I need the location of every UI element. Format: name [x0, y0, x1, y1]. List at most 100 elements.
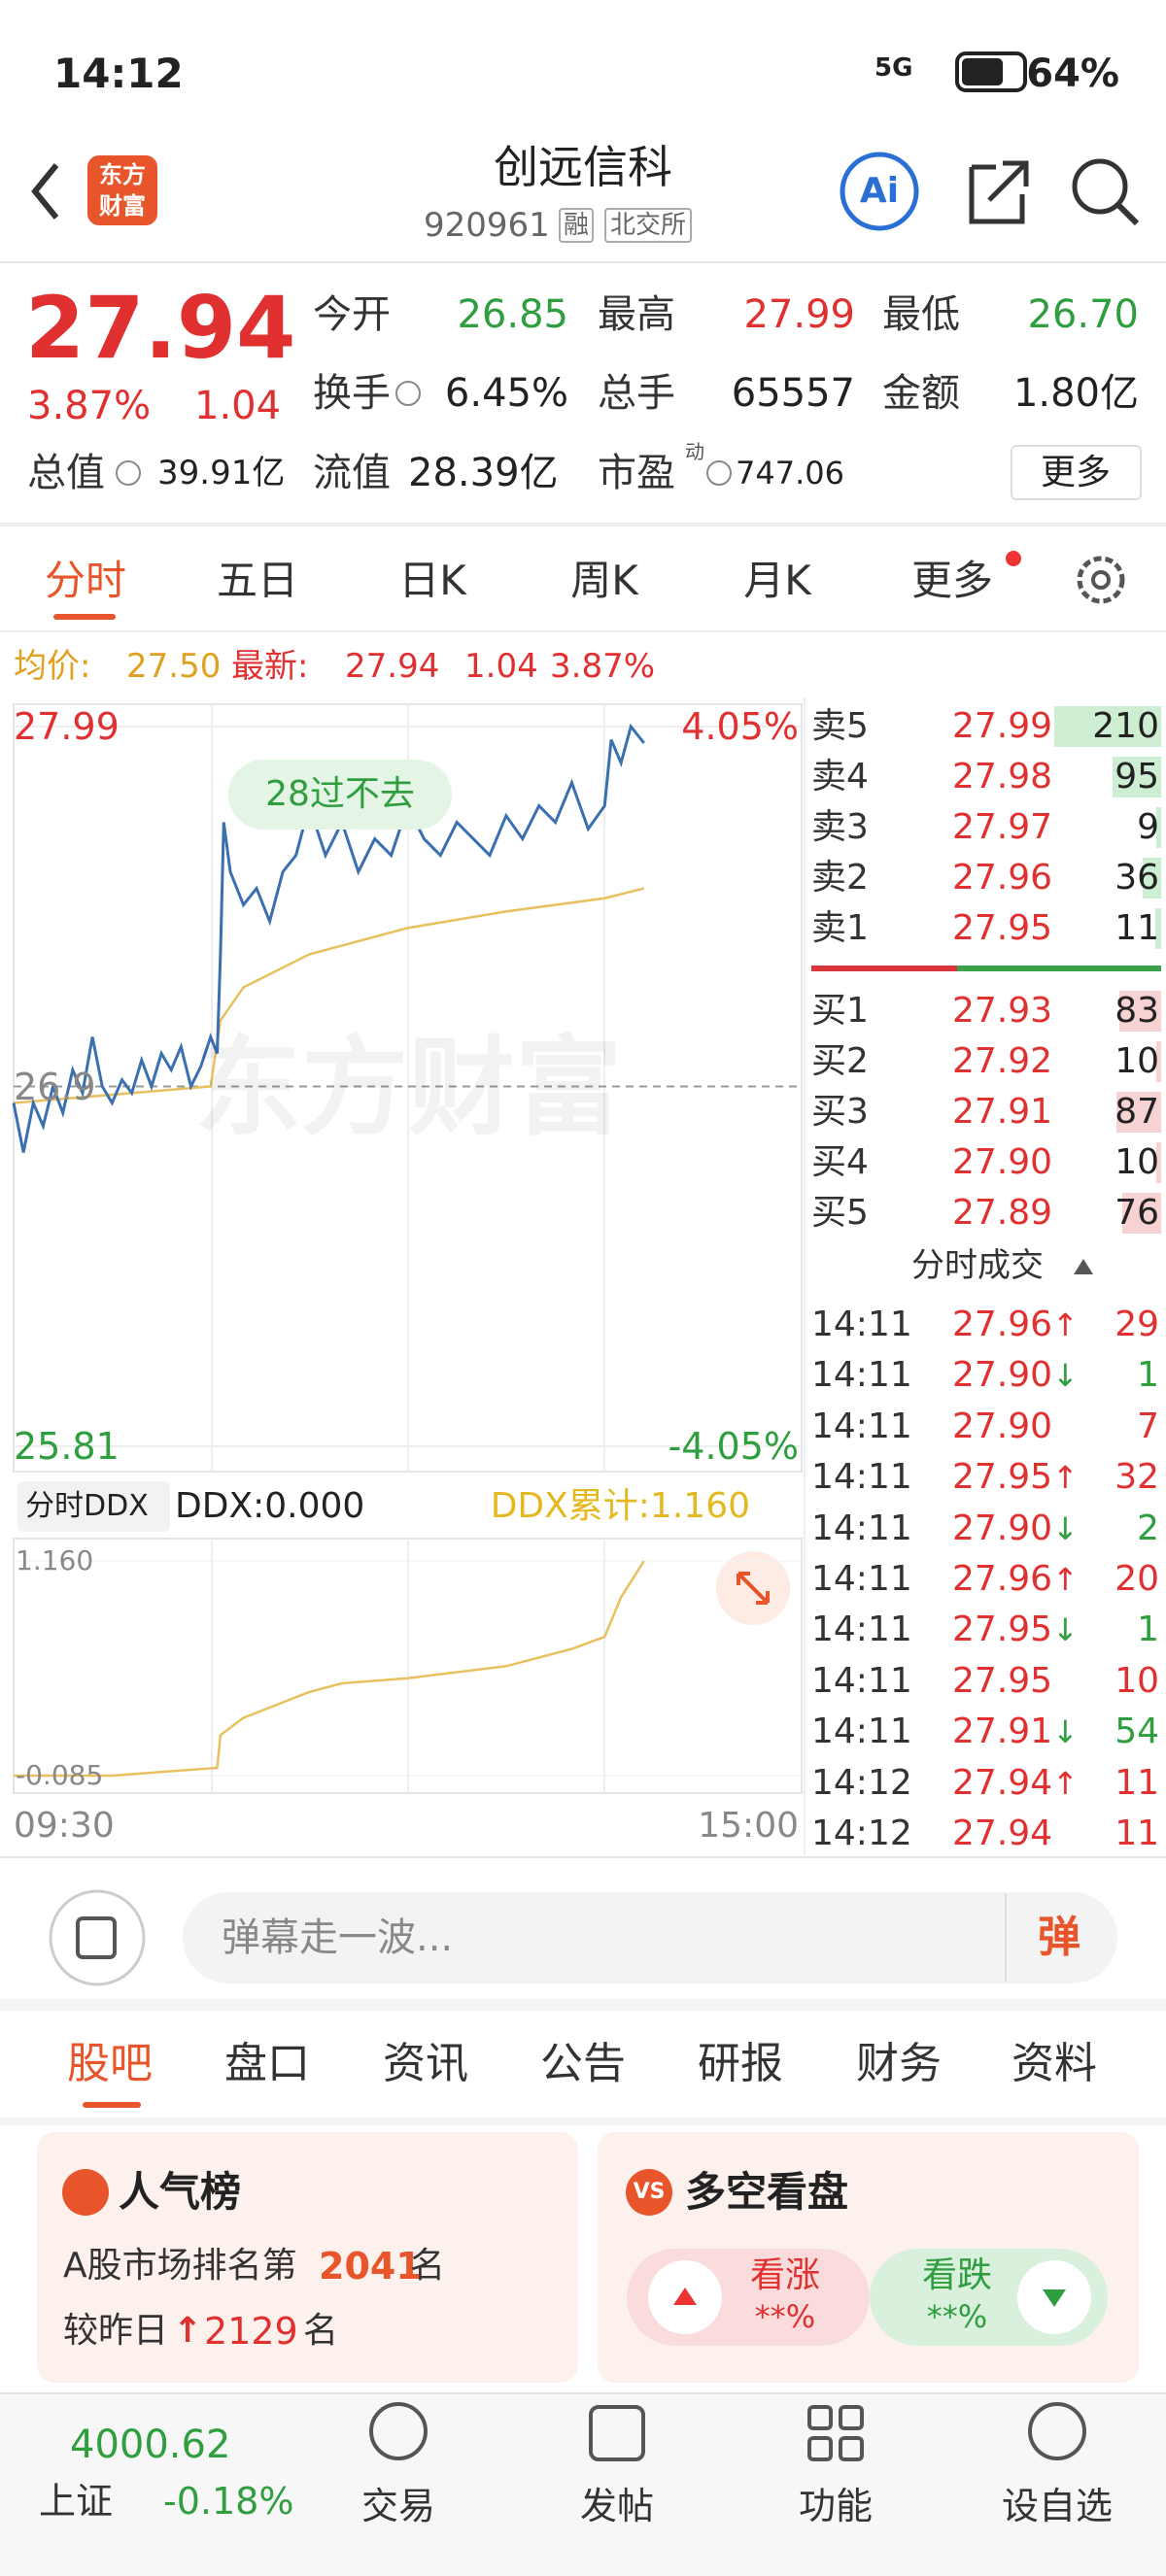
nav-item[interactable]: 交易	[360, 2485, 436, 2527]
card-rank: 2041	[319, 2245, 422, 2288]
field-label: 金额	[882, 371, 960, 416]
bull-label[interactable]: 看涨	[749, 2255, 821, 2295]
index-value[interactable]: 4000.62	[70, 2423, 231, 2467]
sub-tab[interactable]: 盘口	[224, 2039, 310, 2088]
field-label: 总值	[27, 451, 105, 495]
info-icon	[706, 460, 732, 486]
trade-volume: 10	[1115, 1660, 1159, 1701]
field-label: 流值	[313, 451, 391, 495]
trade-price: 27.96	[952, 1305, 1053, 1344]
bear-label[interactable]: 看跌	[921, 2255, 993, 2295]
tab[interactable]: 更多	[910, 557, 994, 604]
trade-time: 14:12	[811, 1762, 912, 1803]
ddx-selector[interactable]	[17, 1481, 170, 1532]
trade-arrow: ↑	[1052, 1764, 1079, 1802]
field-label: 最高	[598, 292, 675, 337]
function-icon	[807, 2436, 833, 2461]
trade-price: 27.95	[952, 1610, 1053, 1650]
settings-icon[interactable]	[1077, 556, 1125, 604]
comment-input[interactable]	[183, 1892, 1117, 1983]
pct-label: 4.05%	[681, 705, 799, 748]
sub-tab[interactable]: 财务	[856, 2039, 942, 2088]
trade-price: 27.90	[952, 1355, 1053, 1396]
book-label: 买1	[811, 991, 869, 1031]
watchlist-icon[interactable]	[1028, 2402, 1086, 2460]
share-icon[interactable]	[969, 160, 1029, 224]
last-price: 27.94	[25, 278, 296, 378]
tab-underline	[83, 2102, 141, 2108]
book-label: 卖1	[811, 908, 869, 948]
tab[interactable]: 月K	[743, 557, 811, 604]
comment-placeholder[interactable]: 弹幕走一波...	[222, 1915, 454, 1960]
trade-volume: 32	[1115, 1457, 1159, 1498]
logo-text: 东方	[99, 161, 146, 188]
book-label: 买2	[811, 1041, 869, 1081]
book-price: 27.99	[952, 706, 1053, 746]
tab[interactable]: 日K	[398, 557, 466, 604]
comment-icon[interactable]	[49, 1889, 146, 1986]
sub-tab[interactable]: 资讯	[383, 2039, 468, 2088]
field-value: 26.85	[457, 292, 568, 337]
ddx-selector-label[interactable]: 分时DDX	[25, 1489, 149, 1523]
book-volume: 11	[1115, 908, 1159, 948]
expand-icon	[737, 1572, 770, 1605]
status-battery: 64%	[1026, 51, 1119, 96]
sub-tab[interactable]: 公告	[540, 2039, 626, 2088]
down-triangle	[1043, 2289, 1066, 2307]
popularity-card[interactable]	[37, 2132, 578, 2383]
trade-volume: 11	[1115, 1813, 1159, 1853]
nav-item[interactable]: 设自选	[1001, 2485, 1114, 2527]
divider	[0, 1999, 1166, 2011]
settings-icon-center	[1091, 570, 1111, 590]
book-label: 买4	[811, 1142, 869, 1182]
trade-price: 27.90	[952, 1406, 1053, 1446]
book-price: 27.90	[952, 1142, 1053, 1182]
book-price: 27.91	[952, 1092, 1053, 1132]
divider	[0, 2118, 1166, 2125]
pct-value: 3.87%	[550, 647, 656, 686]
card-text: A股市场排名第	[63, 2246, 297, 2286]
function-icon	[839, 2405, 864, 2430]
field-label: 总手	[598, 371, 675, 416]
tab[interactable]: 周K	[570, 557, 638, 604]
nav-item[interactable]: 发帖	[579, 2485, 655, 2527]
card-arrow: ↑	[173, 2311, 203, 2351]
trade-time: 14:11	[811, 1660, 912, 1701]
trade-volume: 20	[1115, 1559, 1159, 1599]
tab[interactable]: 分时	[44, 557, 127, 604]
volume-bar	[1122, 1193, 1161, 1234]
ai-label[interactable]: Ai	[859, 171, 900, 211]
up-triangle	[673, 2288, 697, 2305]
book-label: 买3	[811, 1092, 869, 1132]
volume-bar	[1156, 807, 1161, 848]
logo-bg	[87, 155, 157, 225]
status-time: 14:12	[53, 50, 184, 97]
function-icon[interactable]	[807, 2405, 833, 2430]
change: 1.04	[194, 384, 282, 428]
back-icon[interactable]	[31, 163, 59, 220]
annotation-bubble	[228, 760, 452, 830]
tab[interactable]: 五日	[216, 557, 299, 604]
ai-icon[interactable]	[840, 152, 919, 231]
book-price: 27.92	[952, 1041, 1053, 1081]
nav-item[interactable]: 功能	[798, 2485, 874, 2527]
danmaku-button[interactable]: 弹	[1038, 1913, 1080, 1962]
trade-icon[interactable]	[369, 2402, 428, 2460]
book-volume: 10	[1115, 1041, 1159, 1081]
search-icon[interactable]	[1072, 158, 1128, 215]
sub-tab[interactable]: 股吧	[67, 2039, 153, 2088]
field-value: 6.45%	[444, 371, 568, 416]
book-volume: 10	[1115, 1142, 1159, 1182]
avg-label: 均价:	[14, 647, 91, 686]
more-button[interactable]	[1011, 445, 1142, 500]
sub-tab[interactable]: 研报	[698, 2039, 783, 2088]
sub-tab[interactable]: 资料	[1012, 2039, 1097, 2088]
book-divider-red	[811, 966, 957, 971]
bull-value: **%	[754, 2298, 816, 2335]
post-icon[interactable]	[589, 2405, 645, 2461]
card-title: 多空看盘	[685, 2168, 849, 2216]
vs-icon-bg	[626, 2169, 672, 2216]
more-label[interactable]: 更多	[1040, 453, 1112, 492]
